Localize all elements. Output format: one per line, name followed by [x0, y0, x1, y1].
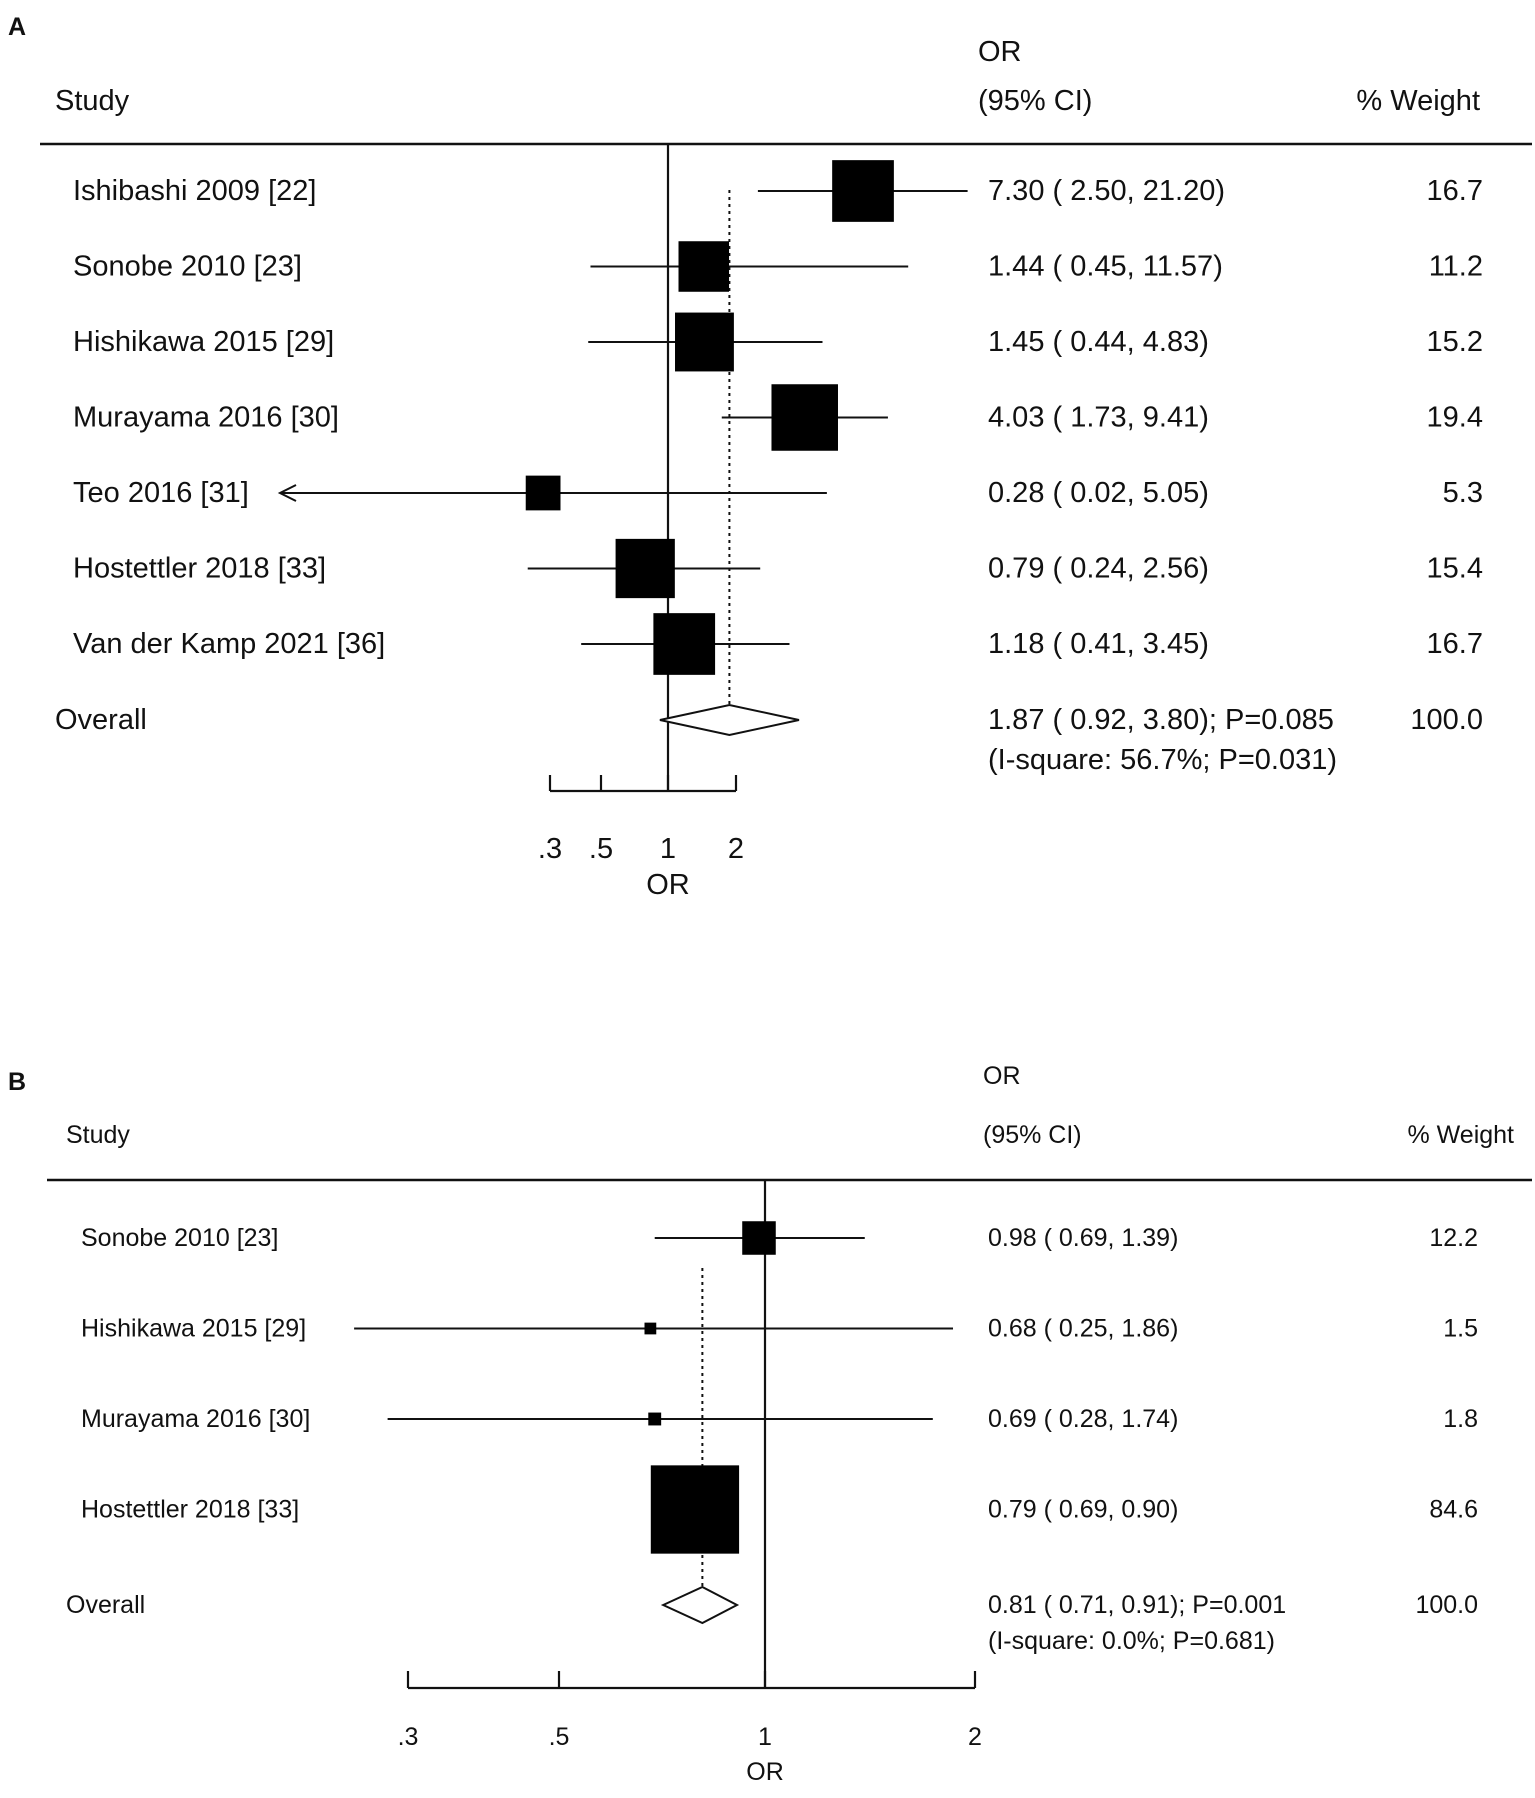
- study-weight: 15.2: [1427, 326, 1483, 358]
- study-box: [525, 475, 561, 511]
- overall-label: Overall: [55, 704, 147, 736]
- study-ci: 0.79 ( 0.24, 2.56): [988, 553, 1209, 585]
- panel-label: A: [8, 13, 26, 41]
- study-name: Sonobe 2010 [23]: [73, 251, 302, 283]
- study-box: [648, 1412, 662, 1426]
- study-box: [650, 1465, 740, 1554]
- study-box: [644, 1322, 657, 1335]
- study-name: Van der Kamp 2021 [36]: [73, 628, 385, 660]
- study-ci: 0.79 ( 0.69, 0.90): [988, 1496, 1178, 1524]
- study-weight: 19.4: [1427, 402, 1483, 434]
- study-name: Hostettler 2018 [33]: [73, 553, 326, 585]
- study-weight: 1.5: [1443, 1315, 1478, 1343]
- study-weight: 15.4: [1427, 553, 1483, 585]
- overall-heterogeneity: (I-square: 56.7%; P=0.031): [988, 744, 1337, 776]
- header-study: Study: [66, 1121, 130, 1149]
- study-weight: 11.2: [1429, 251, 1483, 283]
- study-box: [678, 241, 730, 292]
- study-ci: 0.28 ( 0.02, 5.05): [988, 477, 1209, 509]
- study-weight: 16.7: [1427, 175, 1483, 207]
- x-tick-label: 1: [660, 833, 676, 865]
- study-box: [832, 160, 894, 222]
- x-tick-label: 1: [758, 1723, 772, 1751]
- study-name: Hishikawa 2015 [29]: [81, 1315, 306, 1343]
- study-ci: 0.68 ( 0.25, 1.86): [988, 1315, 1178, 1343]
- overall-diamond: [659, 703, 800, 737]
- study-box: [653, 613, 716, 675]
- forest-panel-b: B OR (95% CI) Study % Weight Sonobe 2010 [23]…: [8, 1062, 1532, 1786]
- overall-ci: 0.81 ( 0.71, 0.91); P=0.001: [988, 1591, 1286, 1619]
- overall-weight: 100.0: [1410, 704, 1483, 736]
- overall-ci: 1.87 ( 0.92, 3.80); P=0.085: [988, 704, 1334, 736]
- header-or: OR: [983, 1062, 1021, 1090]
- study-name: Ishibashi 2009 [22]: [73, 175, 316, 207]
- study-weight: 12.2: [1429, 1224, 1478, 1252]
- x-tick-label: .5: [549, 1723, 570, 1751]
- study-name: Sonobe 2010 [23]: [81, 1224, 278, 1252]
- header-study: Study: [55, 85, 130, 117]
- header-weight: % Weight: [1407, 1121, 1514, 1149]
- overall-weight: 100.0: [1415, 1591, 1478, 1619]
- study-weight: 5.3: [1443, 477, 1483, 509]
- study-ci: 7.30 ( 2.50, 21.20): [988, 175, 1225, 207]
- overall-diamond: [660, 1585, 740, 1625]
- study-ci: 4.03 ( 1.73, 9.41): [988, 402, 1209, 434]
- study-ci: 1.44 ( 0.45, 11.57): [988, 251, 1223, 283]
- header-weight: % Weight: [1356, 85, 1480, 117]
- study-name: Murayama 2016 [30]: [81, 1405, 310, 1433]
- x-tick-label: 2: [968, 1723, 982, 1751]
- forest-panel-a: A OR (95% CI) Study % Weight Ishibashi 2009 […: [8, 13, 1532, 901]
- study-ci: 1.18 ( 0.41, 3.45): [988, 628, 1209, 660]
- x-tick-label: 2: [728, 833, 744, 865]
- x-tick-label: .3: [538, 833, 562, 865]
- study-name: Teo 2016 [31]: [73, 477, 249, 509]
- study-box: [742, 1221, 776, 1255]
- ci-arrow: [277, 484, 297, 502]
- study-box: [675, 312, 734, 372]
- study-name: Hostettler 2018 [33]: [81, 1496, 299, 1524]
- study-box: [771, 384, 838, 451]
- overall-label: Overall: [66, 1591, 145, 1619]
- study-name: Murayama 2016 [30]: [73, 402, 339, 434]
- x-tick-label: .3: [398, 1723, 419, 1751]
- header-ci: (95% CI): [978, 85, 1092, 117]
- x-tick-label: .5: [589, 833, 613, 865]
- header-or: OR: [978, 36, 1022, 68]
- x-axis-label: OR: [746, 1758, 784, 1786]
- study-weight: 1.8: [1443, 1405, 1478, 1433]
- study-name: Hishikawa 2015 [29]: [73, 326, 334, 358]
- header-ci: (95% CI): [983, 1121, 1082, 1149]
- study-weight: 84.6: [1429, 1496, 1478, 1524]
- panel-label: B: [8, 1068, 26, 1096]
- overall-heterogeneity: (I-square: 0.0%; P=0.681): [988, 1627, 1275, 1655]
- study-weight: 16.7: [1427, 628, 1483, 660]
- study-box: [615, 538, 675, 599]
- study-ci: 0.98 ( 0.69, 1.39): [988, 1224, 1178, 1252]
- x-axis-label: OR: [646, 869, 690, 901]
- study-ci: 0.69 ( 0.28, 1.74): [988, 1405, 1178, 1433]
- study-ci: 1.45 ( 0.44, 4.83): [988, 326, 1209, 358]
